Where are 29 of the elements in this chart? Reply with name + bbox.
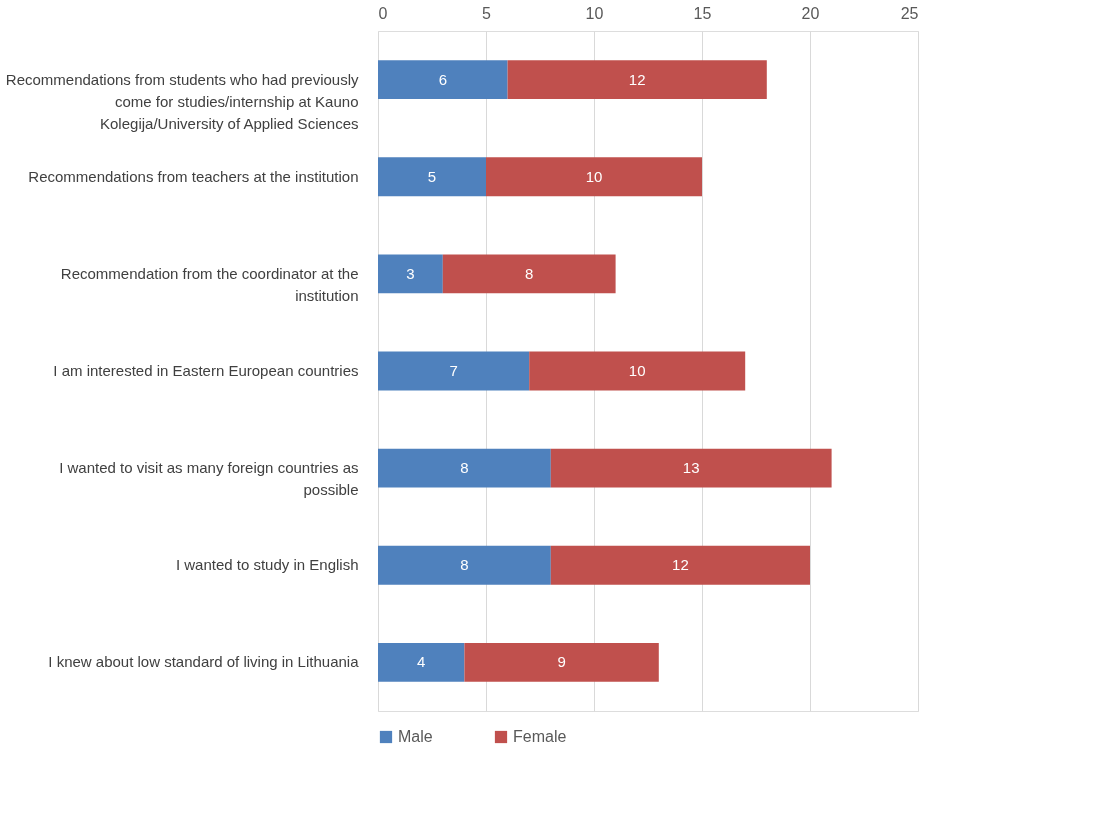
x-tick-label: 5 xyxy=(482,4,492,22)
x-tick-label: 15 xyxy=(693,4,712,22)
data-label: 4 xyxy=(417,653,426,671)
data-label: 8 xyxy=(525,264,534,282)
x-tick-label: 25 xyxy=(900,4,919,22)
data-label: 5 xyxy=(427,167,437,185)
data-label: 10 xyxy=(628,362,646,379)
data-label: 8 xyxy=(460,556,469,574)
y-tick-label: I wanted to visit as many foreign countries as possible xyxy=(59,459,359,499)
data-label: 9 xyxy=(557,653,566,671)
data-label: 12 xyxy=(628,70,646,88)
data-label: 6 xyxy=(438,70,447,88)
x-tick-label: 20 xyxy=(801,4,820,22)
data-label: 10 xyxy=(585,167,603,185)
y-tick-label: Recommendation from the coordinator at the institution xyxy=(60,264,359,304)
y-tick-label: I knew about low standard of living in Lithuania xyxy=(48,653,360,671)
legend-label: Female xyxy=(513,728,567,745)
data-label: 8 xyxy=(460,459,469,477)
x-tick-label: 10 xyxy=(585,4,604,22)
y-tick-label: I am interested in Eastern European countries xyxy=(53,362,359,379)
data-label: 13 xyxy=(682,459,700,477)
data-label: 3 xyxy=(406,264,415,282)
data-label: 12 xyxy=(672,556,689,574)
data-label: 7 xyxy=(449,362,458,379)
y-tick-label: Recommendations from students who had previously come for studies/internship at Kauno Kolegija/University of Applied Sciences xyxy=(5,70,359,132)
y-tick-label: I wanted to study in English xyxy=(175,556,359,574)
legend-label: Male xyxy=(398,728,433,745)
x-tick-label: 0 xyxy=(378,4,388,22)
y-tick-label: Recommendations from teachers at the institution xyxy=(28,167,359,185)
